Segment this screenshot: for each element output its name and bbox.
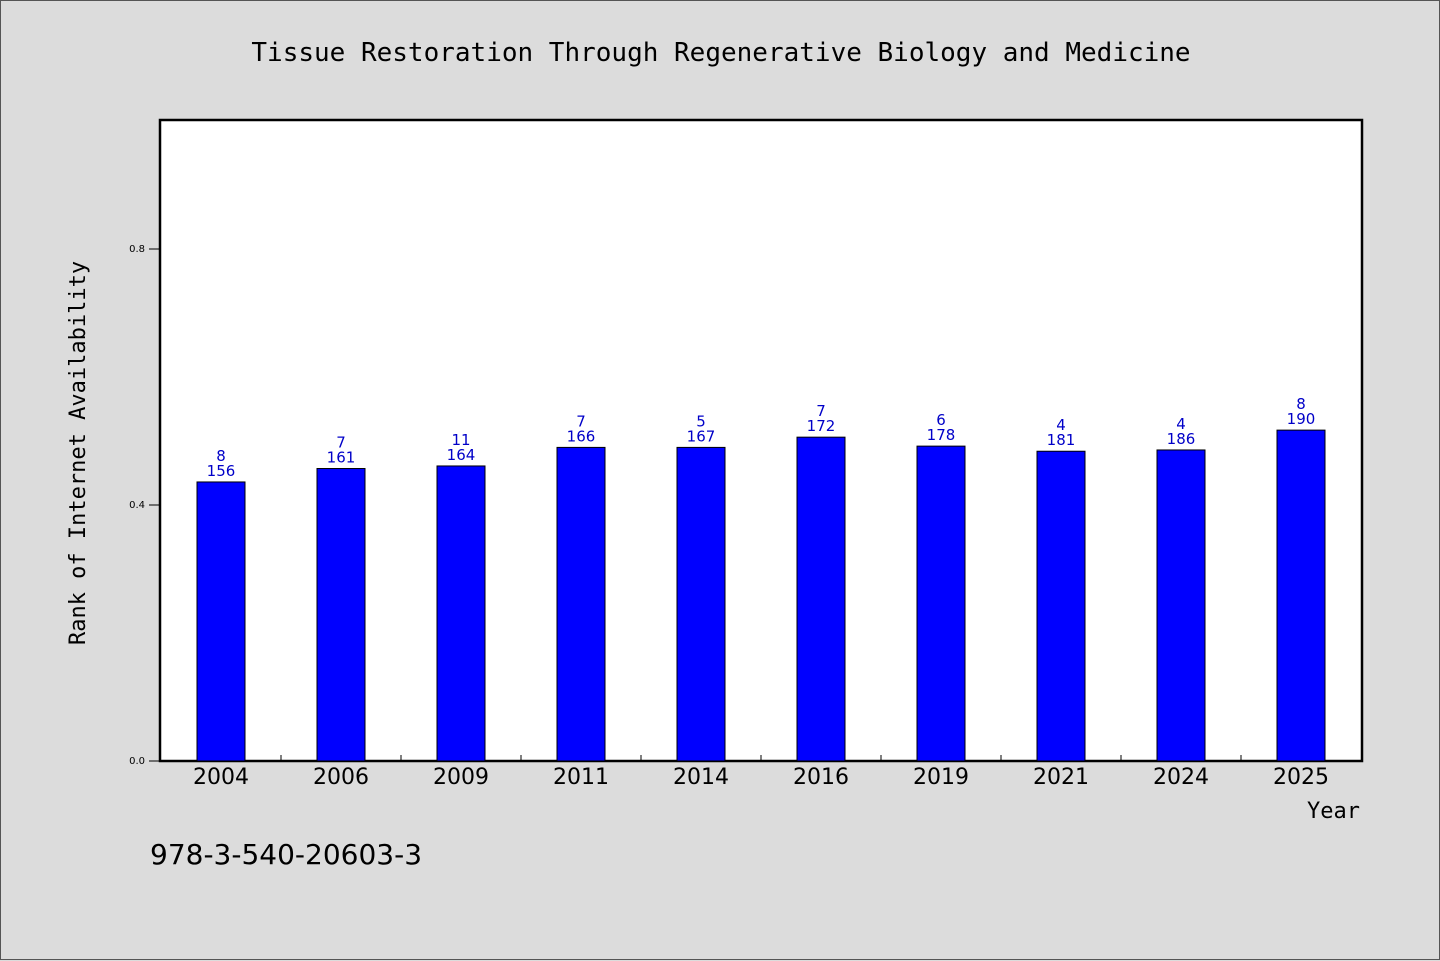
bar-2024 <box>1156 449 1206 762</box>
bar-label-top-2016: 7 <box>816 402 826 420</box>
x-tick-label-2016: 2016 <box>793 765 849 790</box>
bar-label-top-2011: 7 <box>576 412 586 430</box>
x-axis-label: Year <box>1307 799 1360 824</box>
bar-label-top-2024: 4 <box>1176 415 1186 433</box>
bar-2004 <box>196 481 246 762</box>
bar-label-bottom-2006: 161 <box>327 449 356 467</box>
x-tick-label-2011: 2011 <box>553 765 609 790</box>
bar-label-top-2025: 8 <box>1296 395 1306 413</box>
bar-label-bottom-2025: 190 <box>1287 410 1316 428</box>
bar-label-top-2014: 5 <box>696 412 706 430</box>
isbn-footer: 978-3-540-20603-3 <box>150 838 422 871</box>
bar-2016 <box>796 436 846 762</box>
y-tick-label: 0.4 <box>129 500 145 511</box>
bar-2025 <box>1276 429 1326 762</box>
x-tick-label-2004: 2004 <box>193 765 249 790</box>
bar-label-bottom-2016: 172 <box>807 417 836 435</box>
bar-label-bottom-2024: 186 <box>1167 430 1196 448</box>
y-tick-label: 0.8 <box>129 244 145 255</box>
bar-label-bottom-2019: 178 <box>927 426 956 444</box>
x-axis-ticks: 2004 2006 2009 2011 2014 2016 2019 2021 2024 2025 <box>193 755 1329 790</box>
y-tick-label: 0.0 <box>129 756 145 767</box>
bar-label-bottom-2009: 164 <box>447 446 476 464</box>
bar-label-top-2006: 7 <box>336 434 346 452</box>
chart-title: Tissue Restoration Through Regenerative … <box>251 38 1190 68</box>
bar-label-bottom-2021: 181 <box>1047 431 1076 449</box>
y-axis-ticks: 0.0 0.4 0.8 <box>129 244 161 767</box>
bar-label-bottom-2014: 167 <box>687 427 716 445</box>
bar-2019 <box>916 445 966 762</box>
bar-label-bottom-2004: 156 <box>207 462 236 480</box>
bar-label-top-2021: 4 <box>1056 416 1066 434</box>
x-tick-label-2021: 2021 <box>1033 765 1089 790</box>
bar-label-top-2004: 8 <box>216 447 226 465</box>
bar-label-bottom-2011: 166 <box>567 427 596 445</box>
bar-2009 <box>436 465 486 762</box>
bar-2021 <box>1036 450 1086 762</box>
bar-label-top-2019: 6 <box>936 411 946 429</box>
x-tick-label-2009: 2009 <box>433 765 489 790</box>
x-tick-label-2024: 2024 <box>1153 765 1209 790</box>
x-tick-label-2019: 2019 <box>913 765 969 790</box>
bar-label-top-2009: 11 <box>451 431 470 449</box>
bar-2006 <box>316 468 366 762</box>
x-tick-label-2025: 2025 <box>1273 765 1329 790</box>
x-tick-label-2014: 2014 <box>673 765 729 790</box>
bar-2011 <box>556 446 606 762</box>
bar-2014 <box>676 446 726 762</box>
y-axis-label: Rank of Internet Availability <box>66 261 91 645</box>
x-tick-label-2006: 2006 <box>313 765 369 790</box>
